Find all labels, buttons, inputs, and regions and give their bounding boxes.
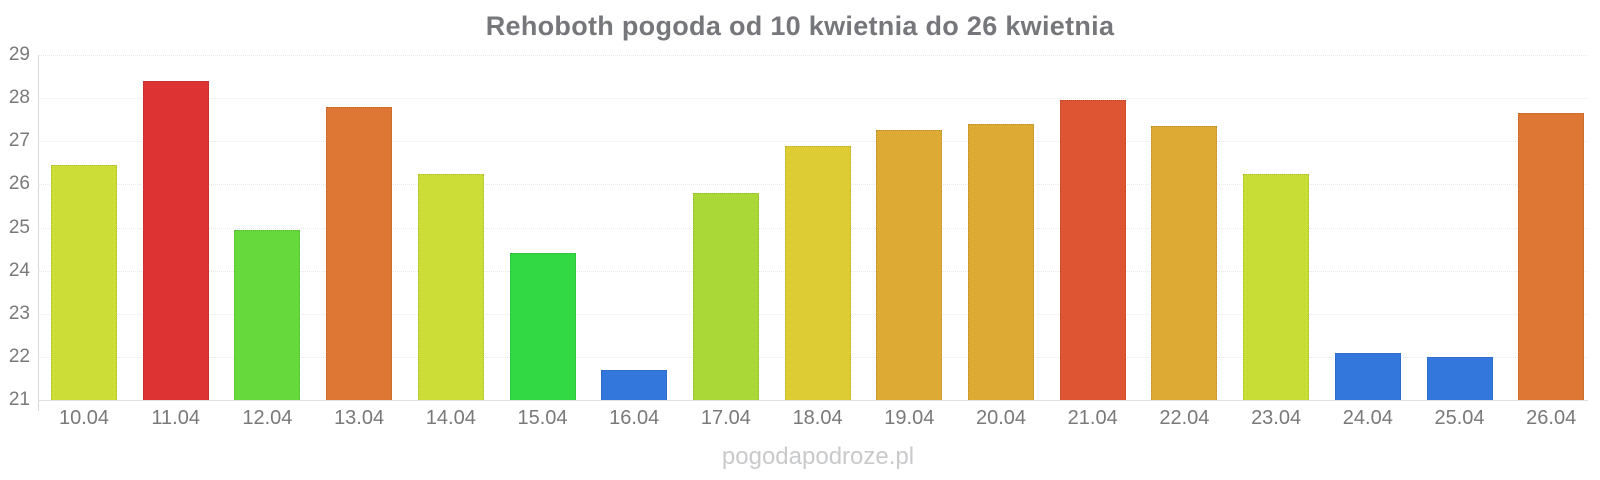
x-tick-label-19.04: 19.04 [884,407,935,429]
gridline-29 [38,55,1588,56]
x-tick-label-24.04: 24.04 [1342,407,1393,429]
chart-title: Rehoboth pogoda od 10 kwietnia do 26 kwi… [485,11,1115,41]
bar-12.04[interactable] [234,229,301,400]
y-tick-label-24: 24 [8,259,30,281]
x-tick-label-13.04: 13.04 [334,407,385,429]
bar-19.04[interactable] [876,130,943,400]
y-tick-label-22: 22 [8,345,30,367]
y-tick-label-27: 27 [8,130,30,152]
x-tick-label-20.04: 20.04 [975,407,1027,429]
x-tick-label-14.04: 14.04 [425,407,476,429]
y-axis-line [38,55,39,411]
bar-11.04[interactable] [142,80,209,400]
bar-20.04[interactable] [968,124,1034,400]
x-tick-label-22.04: 22.04 [1159,407,1210,429]
x-tick-label-25.04: 25.04 [1434,407,1485,429]
y-tick-label-28: 28 [8,87,30,109]
bar-15.04[interactable] [509,253,576,400]
x-tick-label-26.04: 26.04 [1526,407,1577,429]
bar-25.04[interactable] [1426,356,1493,400]
bar-13.04[interactable] [326,106,393,400]
bar-21.04[interactable] [1059,100,1126,400]
x-tick-label-23.04: 23.04 [1251,407,1302,429]
bar-26.04[interactable] [1518,113,1585,400]
x-tick-label-12.04: 12.04 [242,407,293,429]
gridline-28 [38,98,1588,100]
x-tick-label-17.04: 17.04 [700,407,751,429]
watermark: pogodapodroze.pl [721,443,915,470]
bar-16.04[interactable] [601,369,668,400]
gridline-27 [38,141,1588,143]
bar-24.04[interactable] [1334,352,1401,400]
y-tick-label-25: 25 [8,216,30,238]
y-tick-label-21: 21 [8,389,30,410]
y-tick-label-26: 26 [8,173,30,195]
x-tick-label-21.04: 21.04 [1067,407,1118,429]
x-tick-label-15.04: 15.04 [517,407,568,429]
plot-area [38,55,1588,401]
y-tick-label-23: 23 [8,302,30,324]
x-tick-label-16.04: 16.04 [609,407,660,429]
x-tick-label-18.04: 18.04 [792,407,843,429]
bar-23.04[interactable] [1243,173,1310,400]
bar-14.04[interactable] [417,173,484,400]
x-tick-label-11.04: 11.04 [151,407,200,429]
x-tick-label-10.04: 10.04 [58,407,110,429]
y-tick-label-29: 29 [8,44,30,65]
bar-22.04[interactable] [1151,126,1218,400]
bar-17.04[interactable] [692,193,759,400]
bar-18.04[interactable] [784,145,851,400]
bar-10.04[interactable] [51,164,117,400]
